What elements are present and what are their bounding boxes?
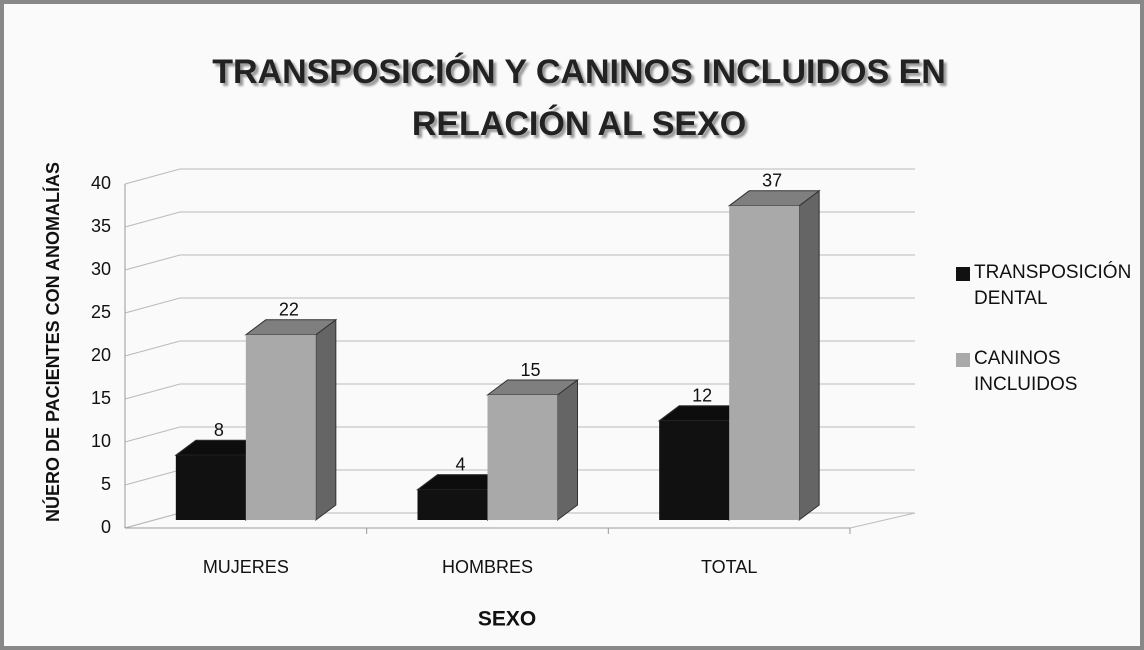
grid-line (124, 211, 915, 228)
x-tick-label: TOTAL (701, 557, 757, 577)
value-label: 22 (279, 300, 299, 320)
y-tick-label: 5 (101, 474, 111, 494)
grid-line (124, 340, 915, 357)
bar (729, 205, 800, 521)
y-axis-title: NÚERO DE PACIENTES CON ANOMALÍAS (42, 162, 63, 522)
value-label: 4 (455, 454, 465, 474)
legend-swatch (956, 267, 970, 281)
value-label: 15 (520, 360, 540, 380)
bar-side (557, 379, 578, 521)
bar (245, 334, 316, 520)
legend-label: TRANSPOSICIÓN DENTAL (974, 262, 1132, 309)
grid-line (124, 297, 915, 314)
y-tick-label: 25 (91, 302, 111, 322)
y-tick-label: 40 (91, 173, 111, 193)
x-tick-label: HOMBRES (442, 557, 533, 577)
value-label: 12 (692, 386, 712, 406)
bar-side (315, 318, 337, 521)
y-tick-label: 35 (91, 216, 111, 236)
y-tick-label: 20 (91, 345, 111, 365)
x-axis-title: SEXO (478, 608, 536, 631)
value-label: 8 (214, 420, 224, 440)
y-tick-label: 15 (91, 388, 111, 408)
value-label: 37 (762, 171, 782, 191)
bar (175, 455, 246, 520)
chart-title: TRANSPOSICIÓN Y CANINOS INCLUIDOS EN REL… (212, 53, 946, 143)
legend-box: TRANSPOSICIÓN DENTAL (974, 262, 1132, 309)
grid-line (124, 168, 915, 185)
legend-swatch (956, 353, 970, 367)
y-tick-label: 0 (101, 517, 111, 537)
bar (417, 489, 488, 520)
bar (487, 395, 558, 520)
grid-line (124, 254, 915, 271)
y-tick-label: 30 (91, 259, 111, 279)
x-tick-label: MUJERES (203, 557, 289, 577)
legend-label: CANINOS INCLUIDOS (974, 348, 1078, 395)
bar (659, 420, 730, 520)
grid-line (124, 383, 915, 400)
bar-side (798, 189, 820, 521)
y-tick-label: 10 (91, 431, 111, 451)
legend-box: CANINOS INCLUIDOS (974, 348, 1078, 395)
chart-svg: SEXO NÚERO DE PACIENTES CON ANOMALÍAS 0 5… (42, 162, 1132, 631)
